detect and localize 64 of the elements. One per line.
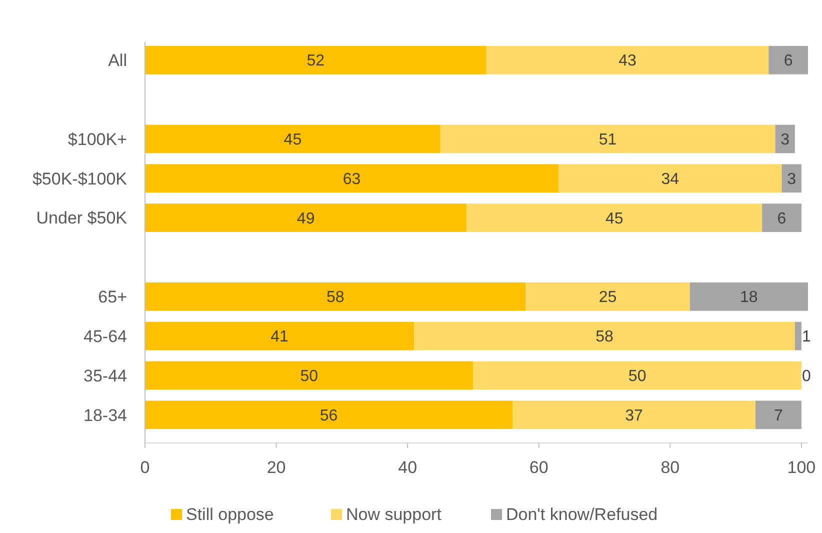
bar [768, 46, 808, 74]
legend-label: Now support [346, 505, 442, 524]
data-label: 56 [320, 407, 338, 424]
y-tick-label: 65+ [98, 288, 128, 307]
y-tick-label: $100K+ [68, 130, 128, 149]
data-label: 49 [296, 210, 315, 228]
bar [486, 46, 769, 74]
data-label: 43 [618, 52, 636, 70]
data-label: 63 [342, 170, 361, 188]
y-tick-label: 35-44 [84, 366, 127, 386]
legend-label: Don't know/Refused [506, 505, 658, 524]
bar [473, 361, 802, 390]
bar [762, 204, 802, 232]
x-tick-label: 80 [660, 458, 680, 477]
y-tick-label: Under $50K [36, 208, 128, 228]
data-label: 50 [300, 368, 318, 386]
data-label: 41 [270, 328, 289, 346]
data-label: 51 [598, 132, 617, 149]
data-label: 58 [326, 289, 344, 306]
bar [145, 282, 526, 311]
x-tick-label: 60 [529, 458, 548, 477]
bar [145, 322, 414, 350]
data-label: 3 [780, 132, 790, 149]
bar [145, 124, 440, 154]
bar [145, 164, 559, 193]
x-tick-label: 40 [398, 458, 418, 477]
data-label: 52 [306, 52, 325, 70]
data-label: 3 [787, 170, 796, 188]
bar [690, 282, 808, 311]
data-label: 34 [661, 170, 680, 188]
y-tick-label: $50K-$100K [32, 169, 128, 188]
data-label: 6 [784, 52, 793, 70]
bar [466, 204, 762, 232]
data-label: 18 [740, 289, 758, 306]
data-label: 0 [802, 368, 811, 386]
data-label: 37 [625, 407, 644, 424]
bar [145, 361, 474, 390]
data-label: 50 [628, 368, 646, 386]
x-tick-label: 20 [266, 458, 286, 477]
data-label: 45 [284, 132, 302, 149]
x-tick-label: 100 [787, 458, 816, 477]
bar [558, 164, 782, 193]
y-tick-label: 18-34 [84, 406, 127, 425]
bar [145, 46, 486, 74]
bar [755, 400, 802, 430]
bar [145, 400, 513, 430]
bar [526, 282, 690, 311]
x-tick-label: 0 [140, 458, 150, 477]
bar [145, 204, 467, 232]
bar [414, 322, 795, 350]
data-label: 1 [802, 328, 811, 346]
bar [782, 164, 802, 193]
bar [440, 124, 776, 154]
legend-label: Still oppose [186, 505, 274, 524]
data-label: 25 [598, 289, 617, 306]
data-label: 7 [774, 407, 784, 424]
bar [794, 322, 802, 350]
y-tick-label: 45-64 [84, 326, 127, 346]
bar [775, 124, 795, 154]
data-label: 58 [596, 328, 614, 346]
y-tick-label: All [108, 51, 127, 70]
data-label: 6 [777, 210, 786, 228]
bar [512, 400, 756, 430]
data-label: 45 [605, 210, 624, 228]
